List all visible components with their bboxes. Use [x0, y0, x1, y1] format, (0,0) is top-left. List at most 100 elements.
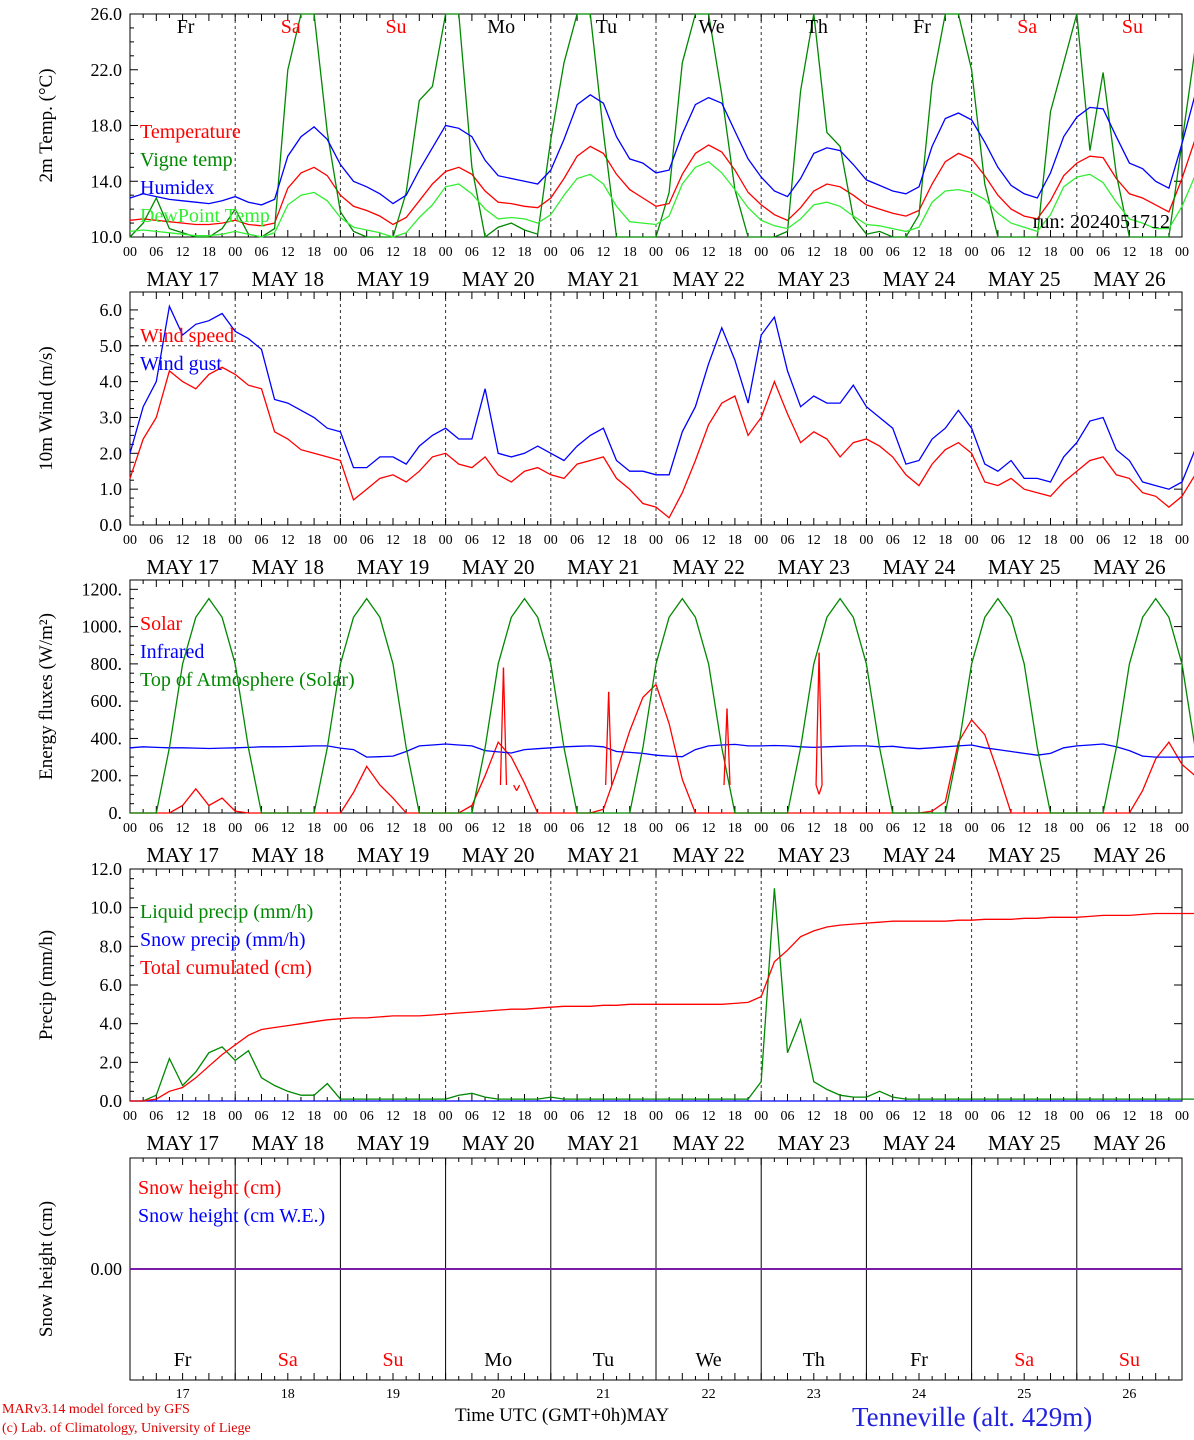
x-hour-label: 12: [491, 1109, 505, 1124]
x-hour-label: 18: [833, 245, 847, 260]
x-date-label: MAY 23: [778, 1131, 851, 1155]
x-date-label: MAY 17: [146, 267, 219, 291]
weekday-label-top: We: [699, 16, 725, 38]
x-hour-label: 18: [202, 821, 216, 836]
x-date-label: MAY 18: [252, 267, 325, 291]
weekday-label-bottom: Fr: [174, 1349, 192, 1371]
x-hour-label: 18: [1044, 1109, 1058, 1124]
x-hour-label: 06: [781, 245, 795, 260]
series-line: [129, 13, 1194, 239]
x-hour-label: 12: [1017, 533, 1031, 548]
solar-spike: [516, 784, 521, 791]
y-tick-label: 1200.: [82, 579, 123, 599]
x-hour-label: 06: [886, 821, 900, 836]
x-date-label: MAY 21: [567, 267, 640, 291]
day-number-label: 23: [807, 1387, 821, 1400]
x-hour-label: 18: [833, 821, 847, 836]
x-date-label: MAY 20: [462, 1131, 535, 1155]
x-date-label: MAY 24: [883, 1131, 956, 1155]
x-hour-label: 06: [570, 533, 584, 548]
y-tick-label: 1.0: [100, 479, 123, 499]
x-hour-label: 12: [1017, 821, 1031, 836]
x-hour-label: 00: [859, 533, 873, 548]
solar-spike: [605, 691, 610, 786]
x-date-label: MAY 17: [146, 555, 219, 579]
x-hour-label: 18: [307, 1109, 321, 1124]
x-hour-label: 00: [859, 245, 873, 260]
x-hour-label: 06: [255, 245, 269, 260]
x-hour-label: 12: [596, 1109, 610, 1124]
x-hour-label: 12: [1017, 1109, 1031, 1124]
x-hour-label: 06: [886, 533, 900, 548]
x-hour-label: 00: [965, 1109, 979, 1124]
x-hour-label: 18: [412, 1109, 426, 1124]
x-date-label: MAY 20: [462, 843, 535, 867]
x-date-label: MAY 19: [357, 843, 430, 867]
x-hour-label: 18: [728, 821, 742, 836]
x-hour-label: 06: [675, 821, 689, 836]
time-axis-month: MAY: [626, 1405, 670, 1426]
x-hour-label: 00: [439, 533, 453, 548]
y-tick-label: 4.0: [100, 372, 123, 392]
x-date-label: MAY 23: [778, 843, 851, 867]
weekday-label-top: Fr: [177, 16, 195, 38]
run-label: run: 2024051712: [1033, 211, 1170, 233]
x-hour-label: 00: [965, 821, 979, 836]
x-hour-label: 00: [123, 821, 137, 836]
weekday-label-bottom: Th: [803, 1349, 825, 1371]
y-tick-label: 0.0: [100, 1091, 123, 1111]
legend-entry: Top of Atmosphere (Solar): [140, 669, 355, 691]
x-hour-label: 18: [202, 533, 216, 548]
y-tick-label: 26.0: [91, 4, 123, 24]
x-hour-label: 18: [307, 245, 321, 260]
x-hour-label: 06: [465, 1109, 479, 1124]
x-hour-label: 06: [149, 1109, 163, 1124]
legend-entry: Humidex: [140, 177, 214, 199]
solar-spike: [818, 784, 823, 795]
x-date-label: MAY 18: [252, 1131, 325, 1155]
x-hour-label: 18: [307, 533, 321, 548]
weekday-label-bottom: Tu: [593, 1349, 615, 1371]
series-line: [129, 94, 1194, 206]
x-hour-label: 00: [228, 245, 242, 260]
x-hour-label: 06: [781, 1109, 795, 1124]
x-date-label: MAY 21: [567, 555, 640, 579]
legend-entry: Wind gust: [140, 353, 222, 375]
x-hour-label: 18: [728, 245, 742, 260]
x-hour-label: 12: [596, 533, 610, 548]
x-hour-label: 00: [649, 245, 663, 260]
legend-entry: Solar: [140, 613, 183, 635]
x-hour-label: 06: [1096, 245, 1110, 260]
x-hour-label: 00: [1070, 1109, 1084, 1124]
y-tick-label: 600.: [91, 691, 123, 711]
x-hour-label: 12: [386, 821, 400, 836]
x-hour-label: 12: [1122, 245, 1136, 260]
x-date-label: MAY 25: [988, 1131, 1061, 1155]
solar-spike: [502, 667, 508, 786]
x-date-label: MAY 23: [778, 555, 851, 579]
x-hour-label: 18: [518, 821, 532, 836]
x-date-label: MAY 26: [1093, 267, 1166, 291]
x-hour-label: 06: [570, 821, 584, 836]
x-hour-label: 00: [544, 245, 558, 260]
x-hour-label: 06: [781, 533, 795, 548]
legend-entry: Snow height (cm): [138, 1177, 281, 1199]
weekday-label-top: Fr: [913, 16, 931, 38]
x-hour-label: 18: [1044, 245, 1058, 260]
x-date-label: MAY 26: [1093, 555, 1166, 579]
x-hour-label: 12: [176, 1109, 190, 1124]
x-hour-label: 06: [465, 533, 479, 548]
legend-entry: Liquid precip (mm/h): [140, 901, 313, 923]
x-hour-label: 12: [596, 245, 610, 260]
x-date-label: MAY 19: [357, 555, 430, 579]
y-tick-label: 400.: [91, 728, 123, 748]
x-hour-label: 12: [912, 245, 926, 260]
x-hour-label: 18: [412, 533, 426, 548]
x-hour-label: 12: [702, 1109, 716, 1124]
x-hour-label: 18: [1149, 821, 1163, 836]
x-hour-label: 06: [781, 821, 795, 836]
x-hour-label: 18: [1044, 533, 1058, 548]
x-hour-label: 12: [1122, 533, 1136, 548]
x-date-label: MAY 25: [988, 555, 1061, 579]
x-date-label: MAY 22: [672, 267, 745, 291]
